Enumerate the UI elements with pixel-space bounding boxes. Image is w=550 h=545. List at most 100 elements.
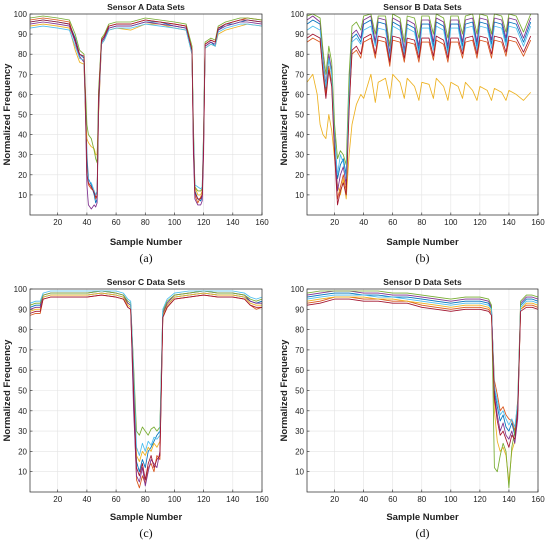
y-axis-label: Normalized Frequency [279, 63, 290, 166]
y-tick-label: 50 [18, 387, 27, 396]
x-tick-label: 160 [255, 218, 269, 227]
y-tick-label: 40 [295, 407, 304, 416]
series-line-7 [30, 294, 262, 481]
x-tick-label: 20 [53, 495, 62, 504]
series-line-5 [30, 290, 262, 436]
y-tick-label: 40 [18, 131, 27, 140]
y-tick-label: 10 [295, 191, 304, 200]
y-tick-label: 70 [18, 346, 27, 355]
x-tick-label: 120 [473, 218, 487, 227]
chart-panel-4: 20 40 60 80 100 120 140 160 10 20 30 40 50 60 70 80 90 10… [279, 277, 545, 540]
y-axis-label: Normalized Frequency [2, 63, 13, 166]
y-tick-label: 30 [18, 427, 27, 436]
series-line-7 [307, 33, 532, 206]
y-tick-label: 30 [295, 427, 304, 436]
y-tick-label: 90 [295, 30, 304, 39]
y-tick-label: 90 [18, 305, 27, 314]
x-tick-label: 40 [359, 495, 368, 504]
x-tick-label: 160 [531, 218, 545, 227]
y-tick-label: 20 [18, 447, 27, 456]
series-line-4 [307, 15, 532, 192]
chart-title: Sensor B Data Sets [383, 2, 462, 12]
y-tick-label: 20 [18, 171, 27, 180]
x-tick-label: 120 [197, 495, 211, 504]
x-tick-label: 40 [359, 218, 368, 227]
y-tick-label: 100 [14, 285, 28, 294]
y-tick-label: 80 [18, 326, 27, 335]
y-tick-label: 100 [291, 10, 305, 19]
y-tick-label: 60 [295, 366, 304, 375]
x-axis-label: Sample Number [386, 512, 459, 523]
x-tick-label: 100 [168, 495, 182, 504]
y-tick-label: 80 [18, 50, 27, 59]
chart-panel-1: 20 40 60 80 100 120 140 160 10 20 30 40 50 60 70 80 90 10… [2, 2, 269, 265]
x-tick-label: 60 [112, 495, 121, 504]
x-axis-label: Sample Number [110, 237, 183, 248]
y-tick-label: 80 [295, 326, 304, 335]
series-line-6 [30, 290, 262, 456]
x-tick-label: 40 [82, 495, 91, 504]
x-tick-label: 140 [502, 218, 516, 227]
series-line-6 [307, 294, 538, 428]
x-tick-label: 100 [444, 495, 458, 504]
y-tick-label: 30 [295, 151, 304, 160]
chart-panel-2: 20 40 60 80 100 120 140 160 10 20 30 40 50 60 70 80 90 10… [279, 2, 545, 265]
panel-caption: (c) [139, 526, 152, 540]
x-tick-label: 40 [82, 218, 91, 227]
series-line-6 [307, 25, 532, 180]
x-tick-label: 100 [168, 218, 182, 227]
y-tick-label: 60 [18, 90, 27, 99]
panel-caption: (b) [416, 251, 430, 265]
x-tick-label: 80 [417, 218, 426, 227]
chart-title: Sensor A Data Sets [107, 2, 185, 12]
chart-panel-3: 20 40 60 80 100 120 140 160 10 20 30 40 50 60 70 80 90 10… [2, 277, 269, 540]
series-line-7 [307, 298, 538, 448]
x-axis-label: Sample Number [386, 237, 459, 248]
y-tick-label: 50 [295, 387, 304, 396]
y-tick-label: 100 [14, 10, 28, 19]
x-tick-label: 60 [388, 495, 397, 504]
panel-caption: (a) [139, 251, 152, 265]
x-tick-label: 140 [226, 495, 240, 504]
x-tick-label: 100 [444, 218, 458, 227]
y-tick-label: 90 [18, 30, 27, 39]
chart-title: Sensor C Data Sets [107, 277, 186, 287]
y-tick-label: 10 [18, 191, 27, 200]
y-tick-label: 30 [18, 151, 27, 160]
series-line-2 [307, 37, 532, 200]
y-tick-label: 20 [295, 447, 304, 456]
x-tick-label: 60 [112, 218, 121, 227]
x-tick-label: 80 [141, 218, 150, 227]
x-tick-label: 120 [473, 495, 487, 504]
y-tick-label: 70 [295, 70, 304, 79]
x-tick-label: 60 [388, 218, 397, 227]
y-tick-label: 40 [18, 407, 27, 416]
y-tick-label: 70 [18, 70, 27, 79]
y-tick-label: 10 [18, 468, 27, 477]
series-line-5 [307, 13, 532, 166]
y-tick-label: 60 [18, 366, 27, 375]
y-tick-label: 20 [295, 171, 304, 180]
x-tick-label: 20 [330, 218, 339, 227]
series-line-3 [30, 292, 262, 463]
x-tick-label: 160 [255, 495, 269, 504]
y-tick-label: 50 [295, 111, 304, 120]
x-tick-label: 20 [53, 218, 62, 227]
x-tick-label: 20 [330, 495, 339, 504]
y-axis-label: Normalized Frequency [2, 339, 13, 442]
x-tick-label: 80 [417, 495, 426, 504]
y-tick-label: 100 [291, 285, 305, 294]
x-tick-label: 120 [197, 218, 211, 227]
panel-caption: (d) [416, 526, 430, 540]
y-tick-label: 80 [295, 50, 304, 59]
x-axis-label: Sample Number [110, 512, 183, 523]
series-line-7 [30, 19, 262, 200]
x-tick-label: 80 [141, 495, 150, 504]
x-tick-label: 160 [531, 495, 545, 504]
y-tick-label: 40 [295, 131, 304, 140]
chart-title: Sensor D Data Sets [383, 277, 462, 287]
x-tick-label: 140 [502, 495, 516, 504]
y-tick-label: 60 [295, 90, 304, 99]
y-axis-label: Normalized Frequency [279, 339, 290, 442]
